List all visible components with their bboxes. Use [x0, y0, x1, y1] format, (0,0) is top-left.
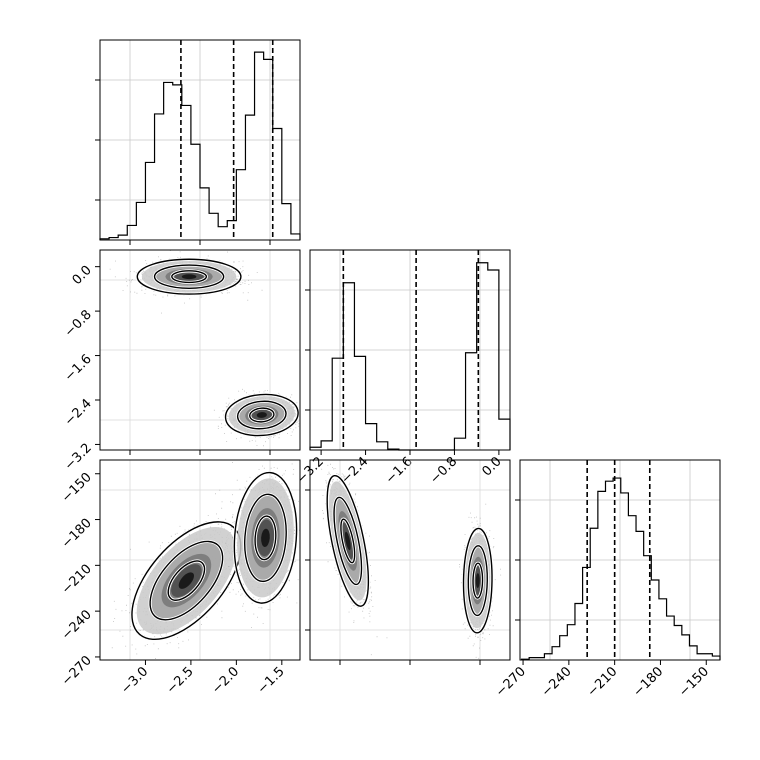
param-3-vs-param-1: −3.0 −2.5 −2.0 −1.5 −150 −180 −210 −240 −270: [59, 459, 301, 697]
param-2-vs-param-1-contour-line: [249, 407, 275, 423]
param-3-vs-param-2-cluster: [321, 460, 388, 656]
param-2-vs-param-1-ytick-label: −0.8: [62, 307, 95, 340]
param-3-vs-param-2-plot-area: [310, 460, 510, 660]
param-3-vs-param-1-contour-line: [244, 493, 287, 583]
param-2-vs-param-1-cluster: [109, 250, 263, 314]
param-3-vs-param-2: [305, 459, 511, 665]
param-3-vs-param-1-xtick-label: −3.0: [118, 664, 151, 697]
param-2-marginal-xtick-label: −1.6: [383, 454, 416, 487]
param-3-marginal-xtick-label: −210: [585, 664, 621, 700]
param-2-vs-param-1-contour-line: [236, 400, 287, 430]
param-1-marginal: [95, 39, 301, 245]
param-3-marginal-xtick-label: −240: [539, 664, 575, 700]
param-2-vs-param-1-density-fill: [181, 274, 197, 280]
param-3-marginal-frame: [519, 459, 721, 661]
param-2-vs-param-1-plot-area: [100, 250, 300, 450]
param-3-vs-param-2-contour-line: [467, 545, 488, 617]
param-2-marginal-xtick-label: 0.0: [479, 454, 504, 479]
param-3-vs-param-1-density-fill: [178, 572, 195, 589]
param-3-marginal: −270 −240 −210 −180 −150: [493, 459, 721, 700]
param-3-vs-param-2-density-fill: [475, 573, 480, 588]
param-3-vs-param-1-frame: [99, 459, 301, 661]
param-3-vs-param-1-cluster: [219, 463, 300, 628]
param-3-vs-param-1-ytick-label: −210: [59, 562, 95, 598]
param-3-vs-param-2-contour-line: [462, 527, 493, 634]
param-2-marginal-xtick-label: −0.8: [427, 454, 460, 487]
param-3-vs-param-1-ytick-label: −270: [59, 653, 95, 689]
param-2-vs-param-1-ytick-label: −2.4: [62, 396, 95, 429]
param-3-vs-param-1-ytick-label: −180: [59, 516, 95, 552]
param-3-vs-param-1-plot-area: [100, 460, 300, 660]
param-3-vs-param-2-contour-line: [340, 518, 356, 564]
param-3-vs-param-1-contour-line: [167, 560, 206, 601]
param-3-marginal-histogram-step: [520, 477, 721, 660]
param-3-vs-param-2-contour-line: [472, 562, 484, 599]
param-2-vs-param-1-ytick-label: −3.2: [62, 441, 95, 474]
param-2-vs-param-1-contour-line: [153, 264, 225, 289]
param-2-vs-param-1-cluster: [213, 388, 300, 447]
param-2-vs-param-1-contour-line: [136, 258, 242, 295]
param-2-vs-param-1-contour-line: [224, 393, 299, 437]
param-1-marginal-histogram-step: [99, 51, 301, 240]
param-3-vs-param-1-density-fill: [261, 528, 270, 548]
param-3-vs-param-1-ytick-label: −240: [59, 607, 95, 643]
param-3-vs-param-2-density-fill: [344, 531, 351, 551]
param-3-vs-param-1-xtick-label: −1.5: [255, 664, 288, 697]
param-2-vs-param-1-density-fill: [256, 412, 267, 418]
param-3-vs-param-1-contour-line: [254, 515, 277, 561]
param-3-vs-param-2-contour-line: [333, 496, 363, 586]
param-3-marginal-xtick-label: −150: [676, 664, 712, 700]
param-2-vs-param-1: 0.0 −0.8 −1.6 −2.4 −3.2: [62, 249, 301, 474]
param-2-vs-param-1-ytick-label: 0.0: [70, 263, 95, 288]
param-2-vs-param-1-ytick-label: −1.6: [62, 352, 95, 385]
param-3-vs-param-1-ytick-label: −150: [59, 470, 95, 506]
param-3-vs-param-1-xtick-label: −2.0: [209, 664, 242, 697]
param-3-vs-param-1-contour-line: [149, 540, 224, 621]
param-3-vs-param-1-contour-line: [233, 471, 298, 604]
param-2-vs-param-1-contour-line: [171, 270, 208, 284]
param-3-marginal-xtick-label: −180: [630, 664, 666, 700]
param-3-vs-param-1-cluster: [111, 462, 273, 659]
param-3-vs-param-2-contour-line: [326, 474, 370, 607]
param-3-marginal-xtick-label: −270: [493, 664, 529, 700]
param-3-vs-param-2-cluster: [459, 503, 502, 659]
param-2-marginal: −3.2 −2.4 −1.6 −0.8 0.0: [294, 249, 511, 487]
param-3-vs-param-1-contour-line: [131, 521, 242, 641]
param-3-vs-param-1-xtick-label: −2.5: [164, 664, 197, 697]
